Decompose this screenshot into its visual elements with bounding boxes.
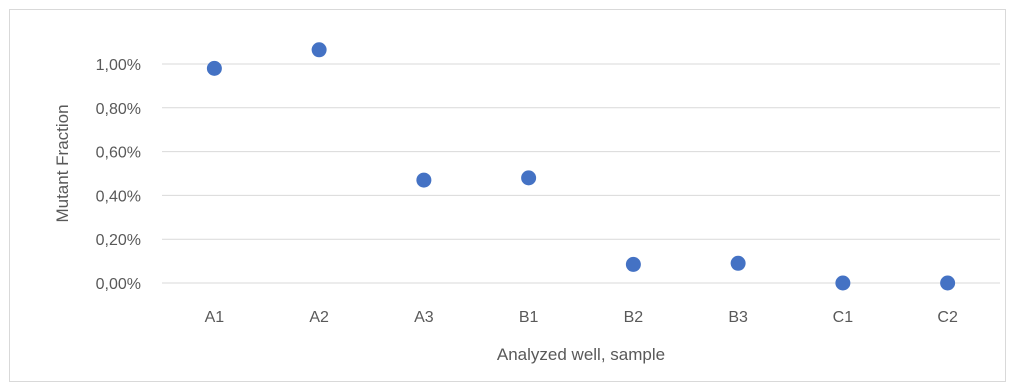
x-tick-label: A1 bbox=[205, 309, 225, 326]
y-tick-label: 0,60% bbox=[96, 145, 141, 162]
y-tick-label: 1,00% bbox=[96, 57, 141, 74]
x-tick-label: B2 bbox=[624, 309, 644, 326]
data-point bbox=[625, 256, 641, 272]
y-tick-label: 0,40% bbox=[96, 188, 141, 205]
x-tick-label: A2 bbox=[309, 309, 329, 326]
y-tick-label: 0,00% bbox=[96, 276, 141, 293]
x-tick-label: C2 bbox=[937, 309, 958, 326]
x-tick-label: B3 bbox=[728, 309, 748, 326]
gridlines bbox=[162, 63, 1000, 284]
x-tick-label: C1 bbox=[833, 309, 854, 326]
x-tick-labels: A1 A2 A3 B1 B2 B3 C1 C2 bbox=[205, 309, 958, 326]
x-tick-label: B1 bbox=[519, 309, 539, 326]
x-tick-label: A3 bbox=[414, 309, 434, 326]
y-tick-label: 0,80% bbox=[96, 101, 141, 118]
data-point bbox=[206, 60, 222, 76]
data-point bbox=[521, 170, 537, 186]
data-point bbox=[416, 172, 432, 188]
data-points bbox=[206, 42, 956, 291]
data-point bbox=[730, 255, 746, 271]
y-axis-title: Mutant Fraction bbox=[53, 104, 72, 222]
data-point bbox=[835, 275, 851, 291]
data-point bbox=[940, 275, 956, 291]
x-axis-title: Analyzed well, sample bbox=[497, 345, 665, 364]
y-tick-label: 0,20% bbox=[96, 232, 141, 249]
y-tick-labels: 0,00% 0,20% 0,40% 0,60% 0,80% 1,00% bbox=[96, 57, 141, 293]
data-point bbox=[311, 42, 327, 58]
